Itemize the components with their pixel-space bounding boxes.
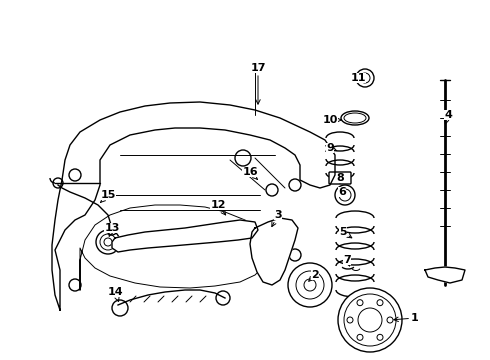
Text: 4: 4 — [444, 110, 452, 124]
Text: 9: 9 — [326, 143, 337, 153]
Text: 10: 10 — [322, 115, 341, 125]
Circle shape — [235, 150, 251, 166]
Circle shape — [266, 184, 278, 196]
Text: 1: 1 — [394, 313, 419, 323]
Text: 11: 11 — [350, 73, 366, 83]
Text: 5: 5 — [339, 227, 352, 238]
Polygon shape — [112, 220, 258, 252]
Text: 3: 3 — [272, 210, 282, 226]
Circle shape — [96, 230, 120, 254]
Circle shape — [112, 300, 128, 316]
Text: 2: 2 — [309, 270, 319, 281]
Text: 12: 12 — [210, 200, 226, 215]
Circle shape — [216, 291, 230, 305]
Circle shape — [288, 263, 332, 307]
FancyBboxPatch shape — [329, 172, 351, 184]
Polygon shape — [250, 218, 298, 285]
Text: 15: 15 — [100, 190, 116, 202]
Text: 14: 14 — [107, 287, 123, 301]
Text: 7: 7 — [343, 255, 351, 266]
Polygon shape — [425, 267, 465, 283]
Text: 8: 8 — [336, 173, 344, 183]
Text: 13: 13 — [104, 223, 120, 237]
Text: 17: 17 — [250, 63, 266, 104]
Text: 16: 16 — [242, 167, 258, 179]
Text: 6: 6 — [338, 187, 346, 197]
Circle shape — [338, 288, 402, 352]
